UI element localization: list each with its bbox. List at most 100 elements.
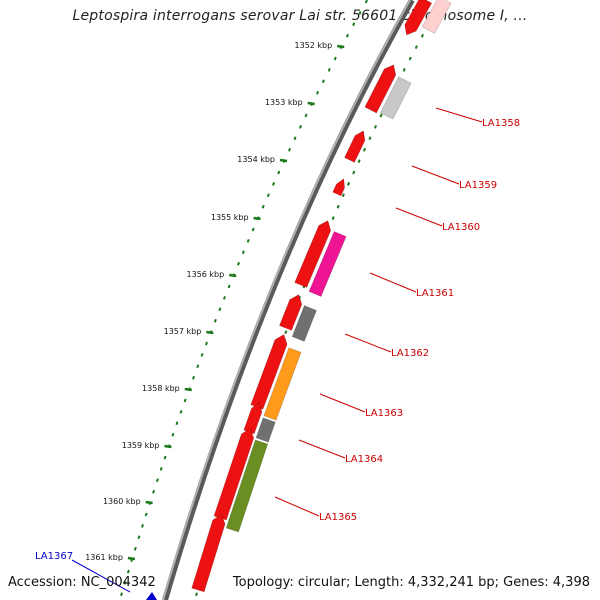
tick-major	[307, 101, 315, 106]
tick-minor	[284, 330, 288, 334]
label-leader-line	[395, 207, 443, 227]
tick-minor	[347, 182, 351, 186]
backbone-arc	[162, 0, 415, 600]
topology-text: Topology: circular; Length: 4,332,241 bp…	[232, 575, 590, 590]
gene-label-la1360[interactable]: LA1360	[442, 222, 480, 233]
tick-minor	[123, 581, 127, 585]
tick-major	[279, 158, 288, 163]
kbp-tick-label: 1360 kbp	[103, 497, 141, 506]
gene-feature-blue[interactable]	[146, 592, 157, 600]
tick-minor	[126, 569, 130, 574]
tick-minor	[227, 284, 231, 289]
tick-minor	[352, 170, 356, 175]
gene-label-la1367[interactable]: LA1367	[35, 551, 73, 562]
kbp-tick-label: 1356 kbp	[187, 270, 225, 279]
kbp-tick-label: 1357 kbp	[164, 327, 202, 336]
tick-minor	[196, 364, 200, 369]
tick-minor	[402, 68, 406, 72]
tick-minor	[272, 182, 276, 186]
tick-minor	[287, 147, 292, 152]
label-leader-line	[411, 165, 460, 185]
gene-feature-olive[interactable]	[225, 439, 269, 533]
tick-minor	[379, 113, 383, 118]
kbp-tick-label: 1353 kbp	[265, 98, 303, 107]
tick-minor	[336, 204, 340, 209]
gene-label-la1364[interactable]: LA1364	[345, 454, 383, 465]
gene-label-la1358[interactable]: LA1358	[482, 118, 520, 129]
tick-minor	[152, 489, 156, 494]
label-leader-line	[344, 333, 392, 353]
kbp-tick-label: 1358 kbp	[142, 384, 180, 393]
accession-text: Accession: NC_004342	[8, 575, 156, 590]
tick-minor	[179, 410, 183, 414]
tick-minor	[241, 250, 245, 255]
tick-major	[127, 556, 136, 561]
cds-feature[interactable]	[332, 178, 345, 197]
tick-minor	[341, 193, 345, 198]
tick-minor	[352, 22, 356, 27]
label-leader-line	[369, 272, 417, 293]
tick-minor	[163, 455, 167, 460]
label-leader-line	[274, 496, 320, 517]
tick-minor	[175, 421, 179, 426]
cds-feature[interactable]	[364, 64, 397, 114]
tick-minor	[246, 239, 250, 243]
cds-feature[interactable]	[294, 220, 332, 288]
tick-minor	[293, 136, 297, 141]
gene-feature-magenta[interactable]	[308, 231, 347, 297]
gene-label-la1359[interactable]: LA1359	[459, 180, 497, 191]
tick-major	[229, 273, 237, 278]
tick-major	[337, 44, 345, 49]
tick-minor	[420, 33, 424, 38]
tick-major	[253, 216, 261, 221]
tick-minor	[327, 68, 331, 72]
cds-feature[interactable]	[191, 513, 226, 593]
gene-feature-gray[interactable]	[255, 417, 276, 443]
tick-minor	[266, 193, 270, 198]
tick-minor	[133, 546, 137, 551]
gene-label-la1361[interactable]: LA1361	[416, 288, 454, 299]
cds-feature-pale[interactable]	[421, 0, 452, 34]
kbp-tick-label: 1354 kbp	[237, 155, 275, 164]
tick-minor	[331, 216, 335, 220]
tick-major	[206, 330, 214, 335]
gene-feature-gray[interactable]	[291, 305, 317, 342]
gene-label-la1363[interactable]: LA1363	[365, 408, 403, 419]
kbp-tick-label: 1359 kbp	[122, 441, 160, 450]
cds-feature[interactable]	[279, 294, 303, 331]
tick-minor	[277, 170, 281, 175]
cds-feature[interactable]	[404, 0, 433, 36]
tick-minor	[183, 398, 187, 403]
tick-minor	[345, 33, 349, 38]
label-leader-line	[435, 107, 483, 123]
tick-minor	[368, 136, 372, 141]
gene-label-la1365[interactable]: LA1365	[319, 512, 357, 523]
kbp-tick-label: 1355 kbp	[211, 213, 249, 222]
tick-minor	[261, 204, 265, 209]
tick-minor	[137, 535, 141, 540]
tick-minor	[358, 11, 362, 15]
gene-label-la1362[interactable]: LA1362	[391, 348, 429, 359]
tick-minor	[204, 341, 208, 346]
tick-minor	[237, 261, 241, 266]
tick-minor	[373, 125, 378, 129]
tick-minor	[357, 159, 361, 163]
tick-minor	[200, 353, 204, 357]
backbone-highlight	[162, 0, 411, 600]
gene-feature-orange[interactable]	[263, 347, 302, 421]
cds-feature[interactable]	[344, 130, 366, 163]
tick-minor	[159, 467, 163, 471]
tick-minor	[364, 0, 368, 4]
tick-minor	[194, 592, 199, 597]
gene-feature-gray[interactable]	[380, 76, 412, 120]
tick-major	[184, 387, 192, 392]
tick-minor	[362, 147, 367, 152]
tick-minor	[222, 296, 226, 300]
tick-minor	[155, 478, 159, 483]
tick-minor	[408, 56, 412, 61]
tick-minor	[251, 227, 255, 232]
tick-major	[145, 500, 153, 505]
tick-minor	[171, 432, 175, 437]
tick-minor	[298, 125, 303, 129]
